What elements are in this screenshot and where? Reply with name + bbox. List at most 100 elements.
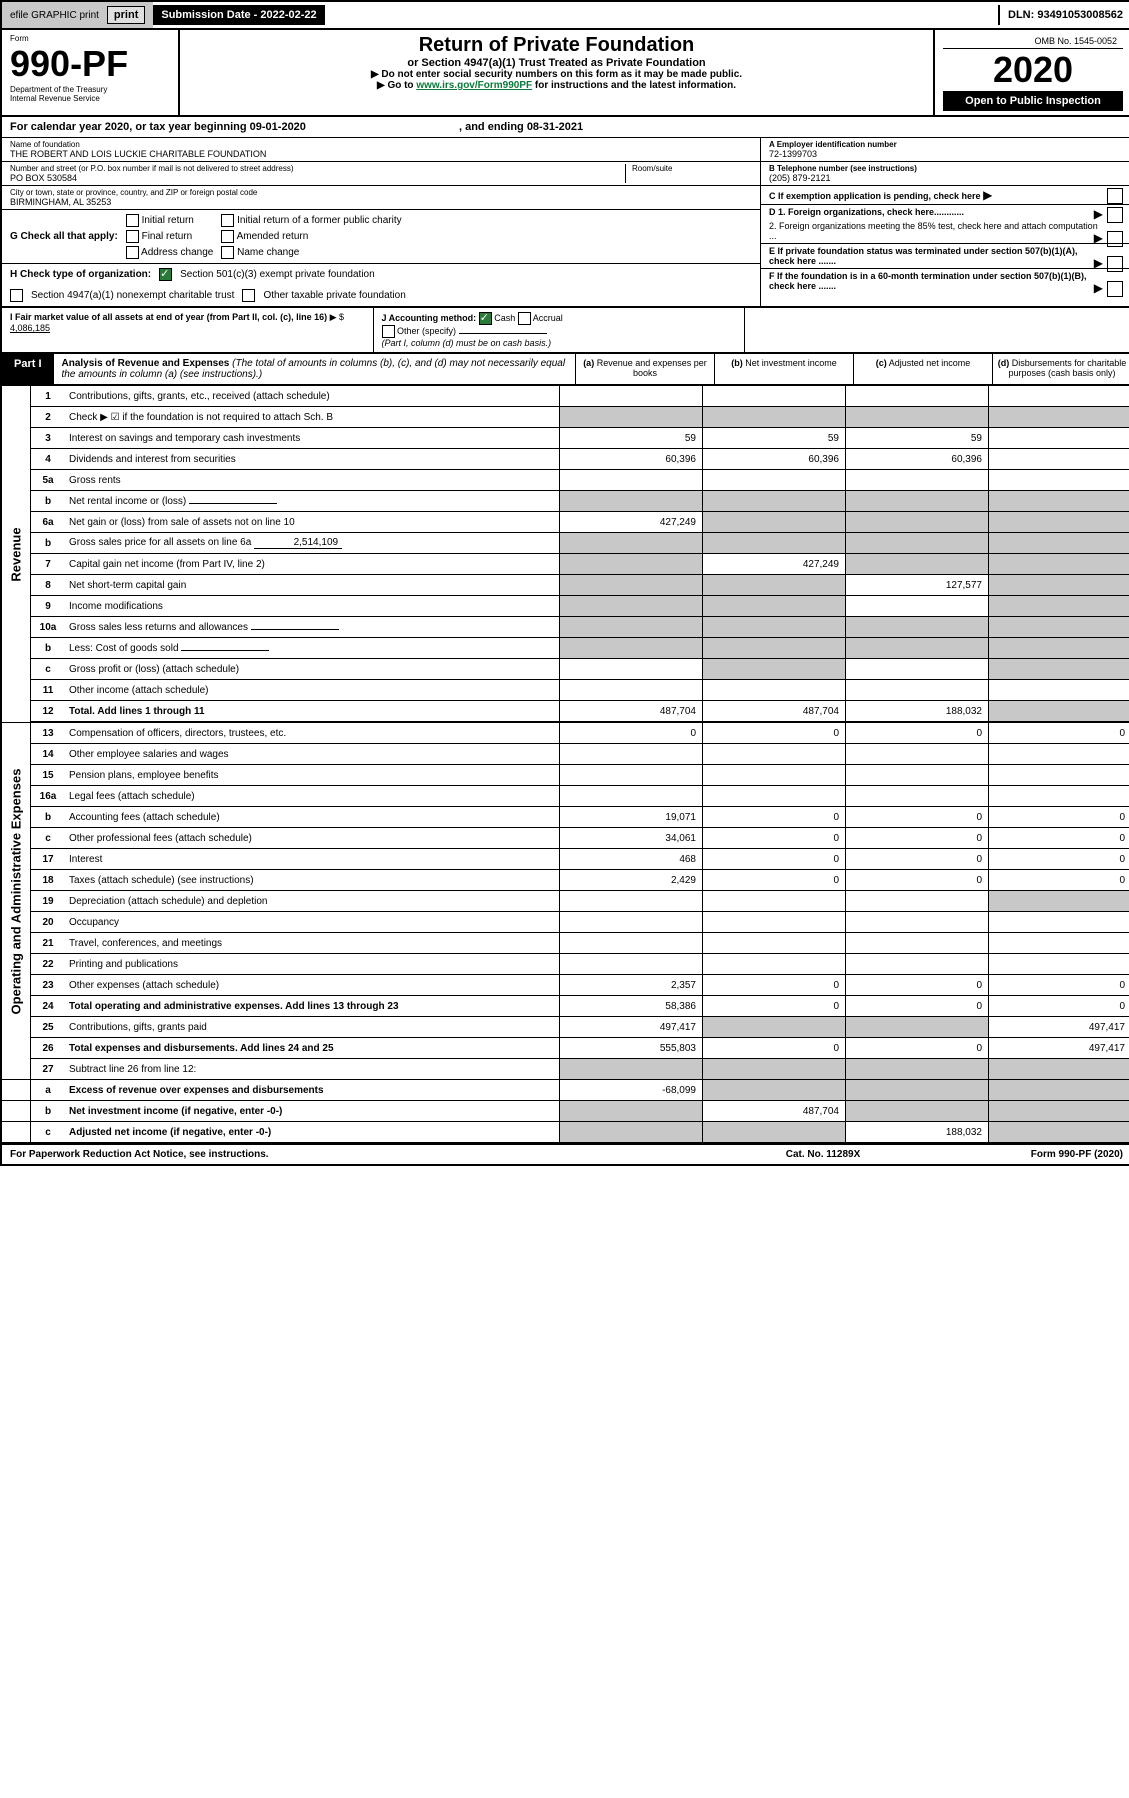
revenue-section: Revenue 1Contributions, gifts, grants, e…	[2, 385, 1129, 722]
line-number: 19	[31, 894, 65, 909]
line-row: bNet investment income (if negative, ent…	[2, 1101, 1129, 1122]
4947-checkbox[interactable]	[10, 289, 23, 302]
cell-c	[845, 912, 988, 932]
cal-year-text: For calendar year 2020, or tax year begi…	[10, 121, 306, 133]
initial-former-checkbox[interactable]	[221, 214, 234, 227]
final-return-checkbox[interactable]	[126, 230, 139, 243]
line-label: Other income (attach schedule)	[65, 683, 559, 698]
line-number: 4	[31, 452, 65, 467]
cell-c	[845, 491, 988, 511]
cell-d	[988, 912, 1129, 932]
cell-a: 487,704	[559, 701, 702, 721]
print-button[interactable]: print	[107, 6, 145, 24]
amended-checkbox[interactable]	[221, 230, 234, 243]
cash-checkbox[interactable]	[479, 312, 492, 325]
line-row: cOther professional fees (attach schedul…	[31, 828, 1129, 849]
cell-c: 0	[845, 975, 988, 995]
cell-d	[988, 786, 1129, 806]
part1-header: Part I Analysis of Revenue and Expenses …	[2, 354, 1129, 385]
line-label: Travel, conferences, and meetings	[65, 936, 559, 951]
g-addr-change: Address change	[141, 247, 213, 258]
efile-label: efile GRAPHIC print	[10, 10, 99, 21]
line-label: Income modifications	[65, 599, 559, 614]
addr-change-checkbox[interactable]	[126, 246, 139, 259]
arrow-icon: ▶	[1094, 281, 1103, 295]
line-row: 22Printing and publications	[31, 954, 1129, 975]
cell-c: 0	[845, 870, 988, 890]
cell-d: 0	[988, 723, 1129, 743]
e-checkbox[interactable]	[1107, 256, 1123, 272]
dln-label: DLN: 93491053008562	[998, 5, 1129, 25]
line-row: 26Total expenses and disbursements. Add …	[31, 1038, 1129, 1059]
cell-d: 0	[988, 870, 1129, 890]
entity-block: Name of foundation THE ROBERT AND LOIS L…	[2, 138, 1129, 307]
footer-mid: Cat. No. 11289X	[723, 1149, 923, 1160]
cell-b: 487,704	[702, 1101, 845, 1121]
cell-b	[702, 407, 845, 427]
col-b-text: Net investment income	[745, 358, 837, 368]
h-4947: Section 4947(a)(1) nonexempt charitable …	[31, 290, 234, 301]
c-checkbox[interactable]	[1107, 188, 1123, 204]
f-checkbox[interactable]	[1107, 281, 1123, 297]
foundation-name: THE ROBERT AND LOIS LUCKIE CHARITABLE FO…	[10, 149, 752, 159]
cell-d	[988, 596, 1129, 616]
line-label: Net short-term capital gain	[65, 578, 559, 593]
line-row: 11Other income (attach schedule)	[31, 680, 1129, 701]
cell-a	[559, 954, 702, 974]
dept-label: Department of the Treasury	[10, 85, 170, 94]
form-word: Form	[10, 34, 170, 43]
ein-value: 72-1399703	[769, 149, 1123, 159]
cell-b	[702, 470, 845, 490]
line-label: Other professional fees (attach schedule…	[65, 831, 559, 846]
line-row: 27Subtract line 26 from line 12:	[2, 1059, 1129, 1080]
cell-c	[845, 512, 988, 532]
line-label: Interest on savings and temporary cash i…	[65, 431, 559, 446]
inline-value	[251, 629, 339, 630]
line-row: 1Contributions, gifts, grants, etc., rec…	[31, 386, 1129, 407]
cell-a: 60,396	[559, 449, 702, 469]
name-change-checkbox[interactable]	[221, 246, 234, 259]
other-taxable-checkbox[interactable]	[242, 289, 255, 302]
other-specify-input[interactable]	[459, 333, 547, 334]
line-number: 7	[31, 557, 65, 572]
h-check-row-2: Section 4947(a)(1) nonexempt charitable …	[2, 285, 760, 306]
501c3-checkbox[interactable]	[159, 268, 172, 281]
other-method-checkbox[interactable]	[382, 325, 395, 338]
col-d-header: (d) Disbursements for charitable purpose…	[992, 354, 1129, 384]
cell-c	[845, 386, 988, 406]
d1-checkbox[interactable]	[1107, 207, 1123, 223]
irs-label: Internal Revenue Service	[10, 94, 170, 103]
arrow-icon: ▶	[1094, 231, 1103, 245]
line-number: c	[31, 831, 65, 846]
part1-title-cell: Analysis of Revenue and Expenses (The to…	[54, 354, 575, 384]
cell-c	[845, 1017, 988, 1037]
i-value: 4,086,185	[10, 323, 50, 333]
cell-c: 188,032	[845, 701, 988, 721]
irs-link[interactable]: www.irs.gov/Form990PF	[416, 80, 532, 91]
initial-return-checkbox[interactable]	[126, 214, 139, 227]
cell-c	[845, 617, 988, 637]
top-bar: efile GRAPHIC print print Submission Dat…	[2, 2, 1129, 30]
j-label: J Accounting method:	[382, 313, 477, 323]
line-label: Capital gain net income (from Part IV, l…	[65, 557, 559, 572]
cell-d	[988, 659, 1129, 679]
part1-badge: Part I	[2, 354, 54, 384]
line-label: Accounting fees (attach schedule)	[65, 810, 559, 825]
accrual-checkbox[interactable]	[518, 312, 531, 325]
expenses-label: Operating and Administrative Expenses	[2, 723, 31, 1059]
cell-d	[988, 512, 1129, 532]
cell-a	[559, 617, 702, 637]
line-label: Depreciation (attach schedule) and deple…	[65, 894, 559, 909]
d2-checkbox[interactable]	[1107, 231, 1123, 247]
cell-c: 60,396	[845, 449, 988, 469]
d2-label: 2. Foreign organizations meeting the 85%…	[769, 221, 1098, 241]
line-label: Net investment income (if negative, ente…	[65, 1104, 559, 1119]
line-row: bAccounting fees (attach schedule)19,071…	[31, 807, 1129, 828]
cell-a: 59	[559, 428, 702, 448]
line-number: 2	[31, 410, 65, 425]
line-number: 27	[31, 1062, 65, 1077]
cell-b	[702, 912, 845, 932]
header-right: OMB No. 1545-0052 2020 Open to Public In…	[933, 30, 1129, 115]
expenses-section: Operating and Administrative Expenses 13…	[2, 722, 1129, 1059]
cell-c: 0	[845, 828, 988, 848]
